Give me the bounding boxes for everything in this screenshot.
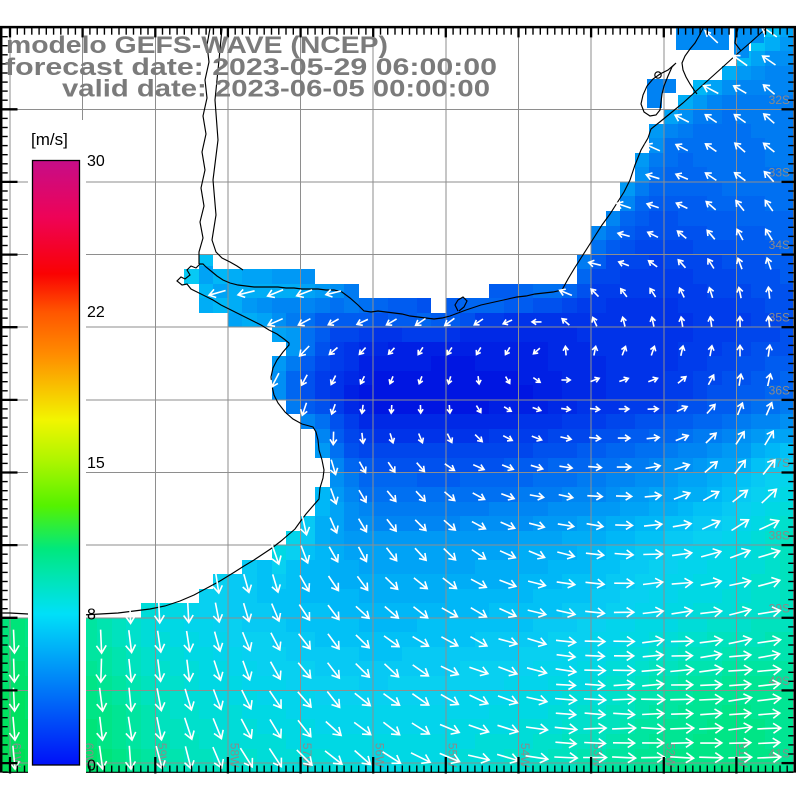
svg-text:8: 8 — [87, 606, 96, 623]
svg-text:34S: 34S — [769, 238, 790, 252]
svg-text:valid date: 2023-06-05 00:00:0: valid date: 2023-06-05 00:00:00 — [62, 76, 490, 103]
svg-text:54W: 54W — [518, 743, 532, 768]
svg-text:0: 0 — [87, 758, 96, 775]
svg-text:40S: 40S — [769, 674, 790, 688]
svg-text:33S: 33S — [769, 165, 790, 179]
svg-text:38S: 38S — [769, 529, 790, 543]
svg-text:36S: 36S — [769, 383, 790, 397]
svg-text:30: 30 — [87, 153, 105, 170]
svg-text:55W: 55W — [445, 743, 459, 768]
svg-text:58W: 58W — [227, 743, 241, 768]
svg-text:35S: 35S — [769, 311, 790, 325]
svg-text:[m/s]: [m/s] — [31, 130, 68, 149]
svg-text:22: 22 — [87, 304, 105, 321]
svg-text:56W: 56W — [373, 743, 387, 768]
svg-text:forecast date: 2023-05-29 06:0: forecast date: 2023-05-29 06:00:00 — [5, 54, 497, 81]
svg-text:modelo GEFS-WAVE (NCEP): modelo GEFS-WAVE (NCEP) — [6, 32, 388, 59]
svg-text:32S: 32S — [769, 93, 790, 107]
svg-text:15: 15 — [87, 455, 105, 472]
svg-text:52W: 52W — [663, 743, 677, 768]
svg-text:39S: 39S — [769, 601, 790, 615]
